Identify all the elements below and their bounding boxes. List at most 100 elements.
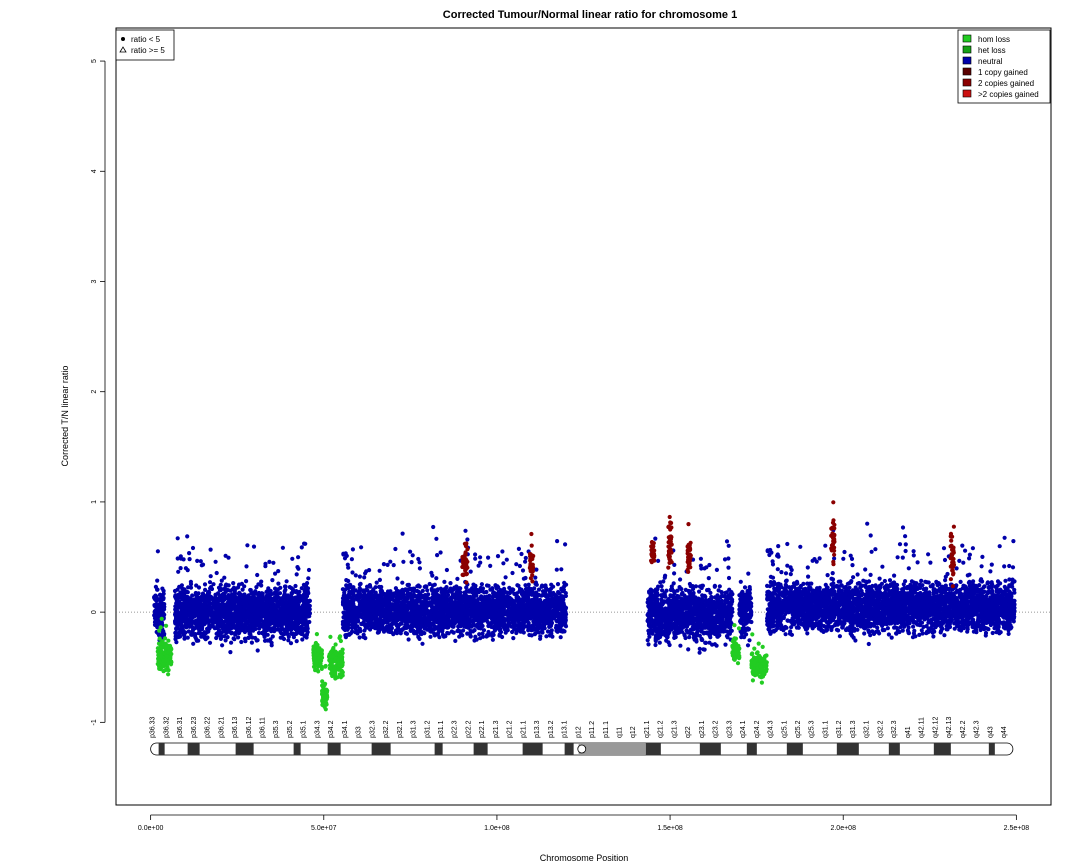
data-point — [406, 587, 411, 592]
data-point — [503, 575, 508, 580]
data-point — [190, 615, 195, 620]
data-point — [529, 592, 535, 597]
data-point — [354, 608, 359, 613]
data-point — [455, 576, 460, 582]
data-point — [203, 630, 209, 636]
data-point — [381, 562, 386, 567]
data-point — [287, 616, 292, 621]
data-point — [484, 583, 490, 588]
data-point — [432, 588, 438, 593]
data-point — [438, 550, 443, 555]
data-point — [268, 592, 273, 597]
data-point — [490, 637, 495, 642]
data-point — [431, 524, 436, 530]
data-point — [264, 589, 269, 595]
data-point — [495, 554, 501, 559]
data-point — [244, 579, 249, 584]
data-point — [428, 626, 433, 632]
data-point — [213, 559, 218, 564]
data-point — [409, 597, 414, 602]
data-point — [418, 614, 423, 619]
data-point — [193, 590, 198, 596]
data-point — [416, 607, 422, 612]
data-point — [457, 619, 462, 624]
data-point — [178, 566, 183, 571]
data-point — [488, 587, 493, 592]
data-point — [290, 632, 295, 637]
data-point — [541, 591, 546, 597]
data-point — [379, 603, 385, 609]
data-point — [528, 616, 533, 621]
data-point — [485, 619, 490, 625]
data-point — [428, 634, 433, 639]
data-point — [267, 559, 272, 565]
data-point — [239, 625, 244, 630]
data-point — [227, 625, 233, 630]
data-point — [501, 581, 506, 586]
data-point — [223, 610, 228, 615]
data-point — [554, 567, 559, 572]
data-point — [345, 562, 350, 567]
data-point — [237, 611, 242, 616]
data-point — [305, 581, 310, 586]
data-point — [229, 640, 234, 645]
data-point — [248, 587, 253, 593]
data-point — [255, 648, 260, 653]
data-point — [516, 583, 521, 588]
data-point — [359, 593, 364, 598]
data-point — [443, 609, 449, 614]
data-point — [154, 614, 159, 619]
data-point — [555, 582, 561, 587]
data-point — [434, 610, 439, 615]
data-point — [294, 589, 299, 594]
data-point — [202, 582, 208, 587]
data-point — [430, 573, 435, 578]
data-point — [188, 585, 194, 590]
data-point — [408, 549, 413, 554]
data-point — [175, 617, 181, 622]
data-point — [492, 593, 497, 598]
data-point — [251, 544, 257, 549]
data-point — [560, 604, 565, 609]
data-point — [296, 555, 301, 560]
data-point — [407, 605, 412, 610]
data-point — [417, 636, 422, 642]
data-point — [416, 593, 421, 599]
data-point — [409, 560, 414, 565]
data-point — [197, 617, 202, 623]
data-point — [525, 589, 530, 594]
data-point — [205, 635, 210, 640]
data-point — [243, 617, 248, 623]
data-point — [207, 604, 212, 610]
data-point — [190, 628, 195, 634]
data-point — [345, 627, 350, 632]
data-point — [420, 641, 425, 646]
data-point — [191, 641, 196, 646]
data-point — [444, 616, 450, 621]
data-point — [305, 608, 310, 613]
data-point — [246, 635, 251, 640]
data-point — [185, 568, 190, 573]
data-point — [478, 626, 483, 631]
data-point — [264, 600, 269, 605]
data-point — [290, 610, 295, 616]
data-point — [188, 600, 193, 605]
data-point — [536, 587, 542, 592]
data-point — [462, 590, 467, 595]
data-point — [470, 623, 475, 628]
data-point — [554, 628, 559, 633]
data-point — [245, 543, 250, 548]
data-point — [516, 546, 522, 552]
data-point — [400, 531, 405, 536]
data-point — [173, 594, 178, 599]
data-point — [187, 611, 193, 616]
data-point — [505, 628, 510, 633]
data-point — [242, 604, 247, 610]
data-point — [290, 604, 295, 609]
data-point — [271, 560, 276, 565]
data-point — [230, 596, 235, 601]
data-point — [262, 611, 267, 616]
data-point — [430, 583, 435, 588]
data-point — [434, 576, 439, 581]
data-point — [365, 584, 370, 589]
